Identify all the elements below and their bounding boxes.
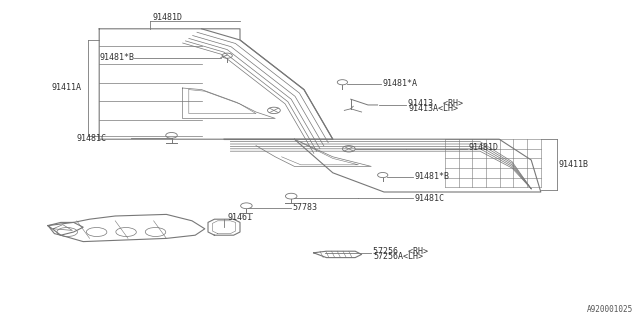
Text: 91481D: 91481D <box>152 13 182 22</box>
Text: 91481D: 91481D <box>468 143 499 152</box>
Text: 91413  <RH>: 91413 <RH> <box>408 99 463 108</box>
Text: 91411A: 91411A <box>51 84 81 92</box>
Text: 57256A<LH>: 57256A<LH> <box>373 252 423 261</box>
Text: 57256  <RH>: 57256 <RH> <box>373 247 428 256</box>
Text: 91481*B: 91481*B <box>415 172 450 181</box>
Text: 91413A<LH>: 91413A<LH> <box>408 104 458 113</box>
Text: 91481C: 91481C <box>77 134 107 143</box>
Text: 91411B: 91411B <box>559 160 589 169</box>
Text: 91481*A: 91481*A <box>383 79 418 88</box>
Text: A920001025: A920001025 <box>588 305 634 314</box>
Text: 57783: 57783 <box>292 204 317 212</box>
Text: 91461: 91461 <box>227 213 252 222</box>
Text: 91481C: 91481C <box>415 194 445 203</box>
Text: 91481*B: 91481*B <box>99 53 134 62</box>
